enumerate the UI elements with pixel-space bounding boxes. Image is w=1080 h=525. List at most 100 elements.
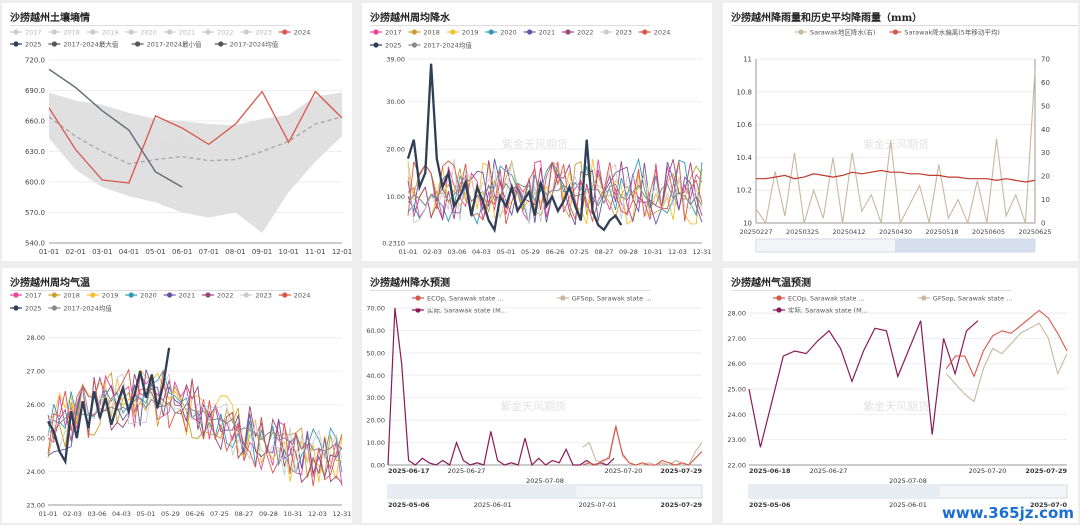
legend-label-2: 2019: [102, 29, 119, 37]
series-gfsop: [582, 424, 703, 466]
legend-label-3: 2020: [140, 292, 157, 300]
slider-label: 2025-07-29: [660, 501, 702, 509]
y-left-tick-label: 10.2: [736, 187, 752, 195]
y-tick-label: 60.00: [366, 327, 385, 335]
series-rainfall: [755, 70, 1036, 225]
y-tick-label: 630.0: [25, 148, 45, 156]
y-tick-label: 70.00: [366, 305, 385, 313]
legend-marker-4: [527, 29, 533, 35]
y-tick-label: 660.0: [25, 118, 45, 126]
legend-label-7: 2024: [654, 29, 671, 37]
x-tick-label: 12-31: [693, 248, 712, 256]
chart-weekly-temp: 2017 2018 2019 2020 2021 2022 2023 2024 2025 2017…: [10, 292, 351, 518]
x-tick-label: 20250605: [972, 228, 1005, 236]
legend-marker-0: [373, 29, 379, 35]
legend-label-9: 2017-2024最大值: [63, 40, 118, 49]
legend-marker-9: [51, 305, 58, 311]
chart-title: 沙捞越州周均降水: [370, 9, 650, 26]
series-2024: [407, 160, 703, 225]
legend-marker-1: [892, 29, 898, 35]
x-tick-label: 20250518: [925, 228, 958, 236]
y-left-tick-label: 11: [743, 56, 752, 64]
legend-marker-1: [560, 295, 566, 301]
legend-marker-4: [167, 29, 173, 35]
slider-label: 2025-06-01: [474, 501, 512, 509]
y-tick-label: 0.00: [371, 462, 385, 470]
y-right-tick-label: 70: [1041, 56, 1050, 64]
y-tick-label: 25.00: [26, 435, 45, 443]
legend-label-2: 实际, Sarawak state (M...: [788, 306, 868, 315]
legend-label-8: 2025: [25, 41, 42, 49]
series-2025: [48, 68, 183, 188]
x-tick-label: 12-03: [668, 248, 687, 256]
legend-marker-7: [282, 292, 288, 298]
chart-rain-forecast: ECOp, Sarawak state ... GFSop, Sarawak st…: [366, 295, 703, 509]
x-tick-label: 05-01: [497, 248, 516, 256]
y-tick-label: 39.00: [386, 56, 405, 64]
x-tick-label: 12-03: [308, 510, 327, 518]
legend-marker-1: [51, 29, 58, 35]
x-tick-label: 06-26: [186, 510, 205, 518]
legend-label-6: 2023: [255, 29, 272, 37]
legend-label-4: 2021: [179, 292, 196, 300]
legend-label-1: GFSop, Sarawak state ...: [933, 295, 1013, 303]
x-tick-label: 20250412: [832, 228, 865, 236]
x-tick-label: 01-01: [39, 248, 59, 256]
chart-rain-history: Sarawak地区降水(右) Sarawak降水偏离(5年移动平均) 10 10.2 1…: [736, 28, 1052, 253]
x-tick-label: 2025-07-29: [1025, 467, 1067, 475]
legend-marker-6: [603, 29, 609, 35]
chart-soil-moisture: 2017 2018 2019 2020 2021 2022 2023 2024 2025 2017…: [10, 29, 352, 256]
legend-label-6: 2023: [255, 292, 272, 300]
x-tick-label: 06-26: [546, 248, 565, 256]
panel-weekly-rain: 沙捞越州周均降水 紫金天风期货 2017 2018 2019 2020 2021 2022…: [362, 3, 712, 261]
x-tick-label: 11-01: [305, 248, 325, 256]
x-tick-label: 2025-07-08: [889, 477, 927, 485]
x-tick-label: 20250227: [739, 228, 772, 236]
series-mean: [47, 398, 343, 452]
x-tick-label: 20250430: [879, 228, 912, 236]
site-watermark: www.365jz.com: [941, 504, 1074, 522]
slider-label: 2025-07-0: [1030, 501, 1068, 509]
legend-marker-6: [243, 292, 249, 298]
panel-temp-forecast: 沙捞越州气温预测 紫金天风期货 ECOp, Sarawak state ... G…: [723, 268, 1078, 523]
x-tick-label: 20250325: [786, 228, 819, 236]
series-gfsop: [945, 322, 1068, 403]
series-2024: [48, 90, 343, 184]
y-left-tick-label: 10.6: [736, 121, 752, 129]
y-tick-label: 23.00: [26, 502, 45, 510]
x-tick-label: 2025-07-08: [526, 477, 564, 485]
legend-marker-7: [642, 29, 648, 35]
series-mean: [48, 116, 343, 165]
y-tick-label: 28.00: [26, 334, 45, 342]
zoom-slider-window: [749, 485, 940, 498]
y-left-tick-label: 10.8: [736, 88, 752, 96]
series-2025: [47, 347, 171, 466]
legend-label-3: 2020: [500, 29, 517, 37]
legend-label-0: ECOp, Sarawak state ...: [788, 295, 865, 303]
legend-label-1: 2018: [63, 292, 80, 300]
x-tick-label: 05-29: [161, 510, 180, 518]
legend-label-0: Sarawak地区降水(右): [810, 28, 875, 37]
y-right-tick-label: 60: [1041, 79, 1050, 87]
slider-label: 2025-05-06: [749, 501, 791, 509]
legend-label-0: ECOp, Sarawak state ...: [427, 295, 504, 303]
series-2024: [47, 368, 343, 487]
legend-marker-2: [776, 307, 782, 313]
legend-label-1: 2018: [423, 29, 440, 37]
series-2021: [407, 158, 703, 226]
legend-marker-8: [373, 42, 379, 48]
legend-label-10: 2017-2024最小值: [147, 40, 202, 49]
series-2017: [47, 372, 343, 486]
legend-label-8: 2025: [385, 42, 402, 50]
y-tick-label: 20.00: [366, 417, 385, 425]
legend-marker-9: [51, 41, 58, 47]
y-tick-label: 690.0: [25, 87, 45, 95]
chart-title: 沙捞越州土壤墒情: [10, 9, 290, 26]
legend-label-1: GFSop, Sarawak state ...: [572, 295, 652, 303]
x-tick-label: 04-03: [112, 510, 131, 518]
legend-label-2: 2019: [462, 29, 479, 37]
legend-marker-4: [167, 292, 173, 298]
panel-rain-forecast: 沙捞越州降水预测 紫金天风期货 ECOp, Sarawak state ... G…: [362, 268, 712, 523]
legend-label-7: 2024: [294, 292, 311, 300]
y-tick-label: 570.0: [25, 209, 45, 217]
